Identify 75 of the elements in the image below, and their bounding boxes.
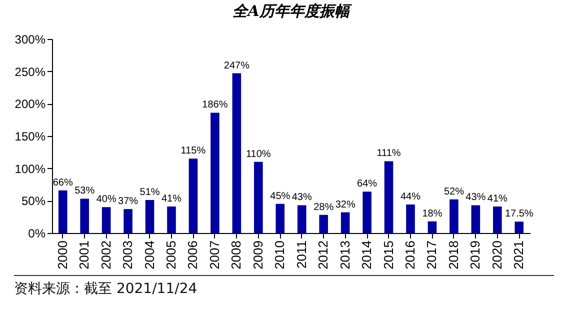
data-label: 41% [487,193,508,204]
y-tick-label: 200% [14,97,46,112]
x-tick-label: 2003 [120,240,136,270]
bar [384,161,394,233]
bar [232,73,242,233]
bar [297,205,306,233]
bar [254,162,263,233]
data-label: 18% [422,208,442,220]
x-tick-label: 2013 [337,240,352,270]
chart-title: 全A历年年度振幅 [232,2,352,20]
bar [406,204,415,233]
x-tick-label: 2001 [76,240,92,270]
bar [145,200,154,233]
x-tick-label: 2014 [359,240,374,270]
x-tick-label: 2019 [468,240,483,270]
bar [514,222,524,233]
bar [58,190,68,233]
bar [340,212,350,233]
x-tick-label: 2002 [98,240,114,270]
data-label: 115% [180,146,206,157]
x-tick-label: 2016 [402,240,418,270]
data-label: 247% [224,60,250,72]
data-label: 186% [202,100,228,111]
x-tick-label: 2009 [250,240,266,270]
x-tick-label: 2000 [54,240,70,270]
bar [471,205,480,233]
data-label: 64% [357,178,378,190]
data-label: 110% [246,148,271,160]
data-label: 43% [292,192,312,204]
x-tick-label: 2008 [228,240,244,270]
x-tick-label: 2021 [511,240,526,270]
bar [210,112,220,233]
bar [362,192,372,233]
data-label: 44% [400,192,421,203]
data-label: 40% [96,194,116,206]
x-tick-label: 2004 [142,240,157,270]
data-label: 45% [270,190,290,202]
data-label: 53% [74,186,95,197]
data-label: 52% [444,186,464,198]
bar [167,206,176,233]
bar [188,158,198,233]
bar [428,221,437,233]
x-tick-label: 2015 [380,240,396,270]
x-tick-label: 2011 [294,240,309,268]
y-tick-label: 150% [14,130,46,144]
bar [124,209,132,233]
x-tick-label: 2020 [489,240,504,270]
data-label: 17.5% [504,208,534,220]
x-tick-label: 2012 [316,240,331,270]
x-tick-label: 2017 [424,240,440,270]
bar [276,204,285,233]
data-label: 28% [314,202,334,213]
x-tick-label: 2007 [206,240,222,270]
x-tick-label: 2010 [272,240,288,270]
data-label: 41% [161,193,182,204]
y-tick-label: 250% [14,64,46,79]
data-label: 51% [140,187,160,198]
data-label: 66% [52,177,73,188]
data-label: 111% [376,148,401,160]
bar [80,198,89,233]
y-tick-label: 50% [21,194,46,208]
y-tick-label: 0% [28,226,46,240]
data-label: 37% [118,196,138,208]
bar [450,199,458,233]
x-tick-label: 2005 [164,240,178,270]
x-tick-label: 2006 [185,240,200,270]
text: 资料来源：截至 2021/11/24 [14,275,554,298]
y-tick-label: 300% [14,32,46,46]
bar [319,214,328,233]
x-tick-label: 2018 [446,240,461,270]
bar [493,206,502,233]
bar [102,207,111,233]
data-label: 32% [335,199,356,210]
y-tick-label: 100% [14,162,46,176]
data-label: 43% [466,192,486,204]
